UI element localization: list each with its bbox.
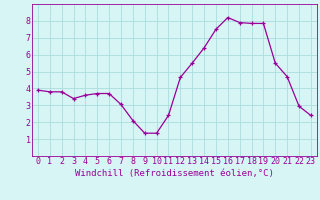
X-axis label: Windchill (Refroidissement éolien,°C): Windchill (Refroidissement éolien,°C) [75, 169, 274, 178]
